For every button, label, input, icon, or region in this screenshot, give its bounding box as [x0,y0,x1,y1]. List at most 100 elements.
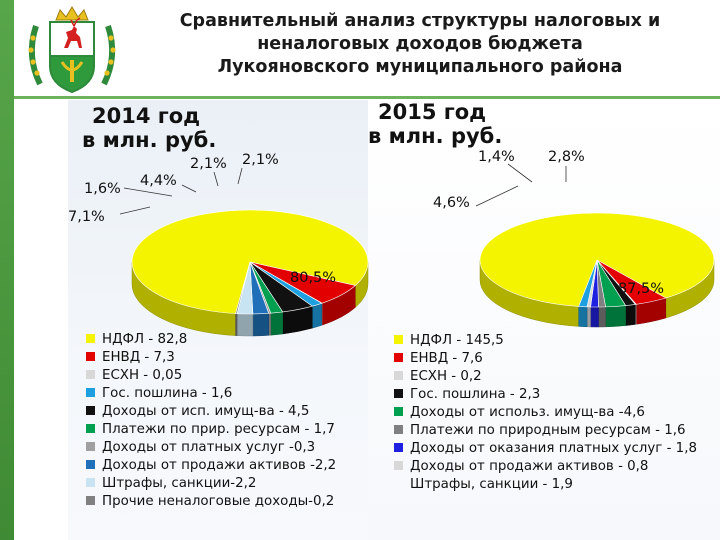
pie-data-label: 2,1% [190,156,227,172]
side-accent-bar [0,0,14,540]
legend-item: Доходы от платных услуг -0,3 [86,439,336,457]
legend-label: Штрафы, санкции - 1,9 [410,477,573,492]
legend-item: Доходы от оказания платных услуг - 1,8 [394,440,697,458]
legend-item: НДФЛ - 145,5 [394,332,697,350]
legend-item: Прочие неналоговые доходы-0,2 [86,493,336,511]
legend-label: Штрафы, санкции-2,2 [102,476,257,491]
legend-swatch [86,460,95,469]
pie-side-walls [131,261,369,337]
legend-swatch [394,425,403,434]
legend-swatch [394,389,403,398]
legend-swatch [394,371,403,380]
legend-label: ЕНВД - 7,3 [102,350,175,365]
pie-slice [578,259,598,308]
legend-item: Гос. пошлина - 1,6 [86,385,336,403]
legend-item: ЕСХН - 0,2 [394,368,697,386]
legend-item: НДФЛ - 82,8 [86,331,336,349]
legend-item: Доходы от продажи активов -2,2 [86,457,336,475]
legend-label: Доходы от платных услуг -0,3 [102,440,316,455]
pie-data-label: 4,6% [433,195,470,211]
legend-label: ЕНВД - 7,6 [410,351,483,366]
pie-slice [235,261,251,314]
pie-2015: 87,5% 4,6% 1,4% 2,8% [433,149,715,328]
legend-label: Гос. пошлина - 2,3 [410,387,541,402]
legend-item: Доходы от исп. имущ-ва - 4,5 [86,403,336,421]
label-leader-line [213,171,219,187]
legend-label: Доходы от использ. имущ-ва -4,6 [410,405,645,420]
pie-data-label: 80,5% [290,270,336,286]
legend-item: Доходы от продажи активов - 0,8 [394,458,697,476]
title-line: Сравнительный анализ структуры налоговых… [179,11,661,31]
slide-title: Сравнительный анализ структуры налоговых… [130,10,710,79]
pie-slice-side [590,306,599,328]
legend-swatch [86,496,95,505]
chart-title-line: 2015 год [378,100,487,124]
legend-item: ЕНВД - 7,3 [86,349,336,367]
legend-swatch [394,407,403,416]
legend-label: НДФЛ - 145,5 [410,333,504,348]
pie-data-label: 7,1% [68,209,105,225]
legend-label: Доходы от продажи активов -2,2 [102,458,337,473]
legend-label: Доходы от исп. имущ-ва - 4,5 [102,404,310,419]
legend-item: Штрафы, санкции - 1,9 [394,476,697,494]
legend-item: Платежи по прир. ресурсам - 1,7 [86,421,336,439]
pie-slice-side [312,302,323,329]
legend-swatch [86,388,95,397]
label-leader-line [181,184,197,193]
legend-swatch [86,370,95,379]
pie-data-label: 4,4% [140,173,177,189]
legend-item: Доходы от использ. имущ-ва -4,6 [394,404,697,422]
legend-item: Платежи по природным ресурсам - 1,6 [394,422,697,440]
legend-swatch [394,335,403,344]
legend-swatch [394,461,403,470]
chart-title-line: в млн. руб. [82,128,217,152]
legend-2015: НДФЛ - 145,5 ЕНВД - 7,6 ЕСХН - 0,2 Гос. пош… [394,332,697,494]
pie-slice [479,212,715,307]
chart-title-line: в млн. руб. [368,124,503,148]
pie-data-label: 2,1% [242,152,279,168]
legend-label: Платежи по прир. ресурсам - 1,7 [102,422,335,437]
legend-label: Гос. пошлина - 1,6 [102,386,233,401]
label-leader-line [123,187,173,197]
legend-label: ЕСХН - 0,2 [410,369,482,384]
chart-title-line: 2014 год [92,104,201,128]
header-divider [14,96,720,99]
legend-label: Доходы от оказания платных услуг - 1,8 [410,441,697,456]
pie-data-label: 87,5% [618,281,664,297]
label-leader-line [237,167,243,185]
label-leader-line [475,185,519,207]
legend-swatch [86,424,95,433]
legend-label: Доходы от продажи активов - 0,8 [410,459,649,474]
legend-2014: НДФЛ - 82,8 ЕНВД - 7,3 ЕСХН - 0,05 Гос. пош… [86,331,336,511]
legend-label: НДФЛ - 82,8 [102,332,188,347]
pie-data-label: 1,4% [478,149,515,165]
pie-slice-side [598,306,606,328]
pie-slice-side [586,306,591,328]
pie-2014: 80,5% 7,1% 1,6% 4,4% 2,1% 2,1% [68,152,369,337]
title-line: Лукояновского муниципального района [217,57,623,77]
chart-title-2014: 2014 год в млн. руб. [82,104,216,152]
label-leader-line [507,163,533,183]
legend-swatch [86,442,95,451]
legend-swatch [86,406,95,415]
legend-item: ЕНВД - 7,6 [394,350,697,368]
pie-slice-side [605,305,626,328]
coat-of-arms-emblem [28,6,116,94]
legend-label: ЕСХН - 0,05 [102,368,183,383]
chart-title-2015: 2015 год в млн. руб. [368,100,502,148]
pie-slice-side [625,304,636,326]
legend-swatch [394,443,403,452]
legend-swatch [394,353,403,362]
pie-slice-side [578,306,588,328]
title-line: неналоговых доходов бюджета [257,34,583,54]
pie-data-label: 2,8% [548,149,585,165]
legend-item: Штрафы, санкции-2,2 [86,475,336,493]
legend-item: Гос. пошлина - 2,3 [394,386,697,404]
legend-swatch [86,352,95,361]
legend-label: Платежи по природным ресурсам - 1,6 [410,423,686,438]
label-leader-line [119,206,151,215]
pie-slice [131,209,369,314]
legend-swatch [86,334,95,343]
pie-data-label: 1,6% [84,181,121,197]
